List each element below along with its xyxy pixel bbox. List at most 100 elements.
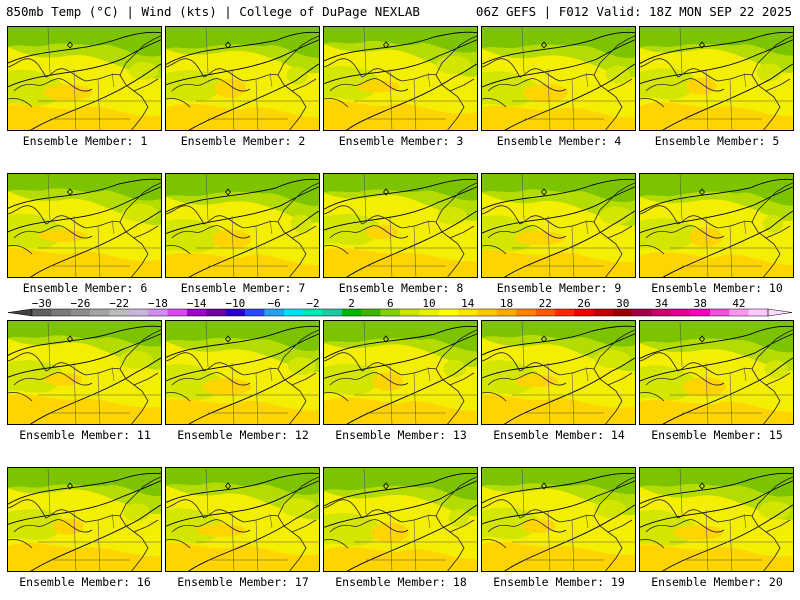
ensemble-member-map-18	[323, 467, 478, 572]
ensemble-member-map-4	[481, 26, 636, 131]
colorbar-swatch	[458, 309, 478, 316]
colorbar-swatch	[264, 309, 285, 316]
colorbar-tick-label: 14	[461, 298, 475, 310]
colorbar-swatch	[671, 309, 691, 316]
ensemble-member-label: Ensemble Member: 17	[177, 575, 309, 589]
ensemble-member-label: Ensemble Member: 7	[180, 281, 306, 295]
colorbar-swatch	[651, 309, 672, 316]
colorbar-swatch	[400, 309, 420, 316]
ensemble-member-map-5	[639, 26, 794, 131]
ensemble-member-map-12	[165, 320, 320, 425]
colorbar-swatch	[748, 309, 769, 316]
colorbar-tick-label: 6	[387, 298, 394, 310]
ensemble-member-map-20	[639, 467, 794, 572]
colorbar-tick-label: 26	[577, 298, 590, 310]
ensemble-member-map-19	[481, 467, 636, 572]
colorbar-swatch	[729, 309, 749, 316]
ensemble-member-map-17	[165, 467, 320, 572]
colorbar-swatch	[516, 309, 536, 316]
colorbar-tick-label: 22	[539, 298, 552, 310]
colorbar-swatch	[90, 309, 110, 316]
colorbar-swatch	[283, 309, 304, 316]
colorbar-swatch	[554, 309, 575, 316]
colorbar-tick-label: −26	[70, 298, 90, 310]
colorbar-swatch	[632, 309, 653, 316]
ensemble-member-map-14	[481, 320, 636, 425]
colorbar-swatch	[535, 309, 556, 316]
ensemble-member-label: Ensemble Member: 19	[493, 575, 625, 589]
ensemble-member-map-8	[323, 173, 478, 278]
colorbar-tick-label: 2	[348, 298, 355, 310]
temperature-colorbar: −30 −26 −22 −18 −14 −10 −6 −2 2 6 10 14 18 22 26 30 34 38…	[7, 298, 793, 317]
ensemble-member-label: Ensemble Member: 8	[338, 281, 464, 295]
colorbar-max-arrow	[767, 308, 793, 317]
ensemble-member-label: Ensemble Member: 13	[335, 428, 467, 442]
colorbar-swatch	[225, 309, 246, 316]
colorbar-tick-label: −14	[187, 298, 207, 310]
colorbar-tick-label: −30	[32, 298, 52, 310]
colorbar-swatch	[613, 309, 633, 316]
colorbar-tick-label: 18	[500, 298, 513, 310]
colorbar-swatch	[341, 309, 362, 316]
colorbar-swatch	[574, 309, 594, 316]
colorbar-tick-label: −22	[109, 298, 129, 310]
colorbar-swatch	[167, 309, 188, 316]
colorbar-tick-label: −18	[148, 298, 168, 310]
run-valid-time: 06Z GEFS | F012 Valid: 18Z MON SEP 22 20…	[475, 4, 792, 19]
colorbar-swatch	[438, 309, 459, 316]
ensemble-member-map-16	[7, 467, 162, 572]
colorbar-tick-label: 10	[422, 298, 435, 310]
colorbar-swatch	[322, 309, 343, 316]
ensemble-member-map-9	[481, 173, 636, 278]
ensemble-member-label: Ensemble Member: 15	[651, 428, 783, 442]
colorbar-swatch	[303, 309, 323, 316]
ensemble-member-label: Ensemble Member: 2	[180, 134, 306, 148]
colorbar-swatch	[361, 309, 381, 316]
ensemble-member-label: Ensemble Member: 12	[177, 428, 309, 442]
ensemble-member-map-10	[639, 173, 794, 278]
ensemble-member-map-6	[7, 173, 162, 278]
colorbar-tick-label: 38	[694, 298, 707, 310]
chart-title: 850mb Temp (°C) | Wind (kts) | College o…	[6, 4, 420, 19]
colorbar-swatch	[477, 309, 498, 316]
colorbar-swatch	[709, 309, 730, 316]
colorbar-min-arrow	[7, 308, 33, 317]
ensemble-member-label: Ensemble Member: 4	[496, 134, 622, 148]
colorbar-tick-label: −10	[225, 298, 245, 310]
ensemble-member-label: Ensemble Member: 6	[22, 281, 148, 295]
colorbar-swatch	[128, 309, 149, 316]
colorbar-swatch	[186, 309, 207, 316]
ensemble-member-label: Ensemble Member: 9	[496, 281, 622, 295]
ensemble-member-map-13	[323, 320, 478, 425]
colorbar-swatch	[380, 309, 401, 316]
colorbar-swatch	[496, 309, 517, 316]
ensemble-member-label: Ensemble Member: 5	[654, 134, 780, 148]
colorbar-tick-label: 34	[655, 298, 669, 310]
ensemble-member-map-7	[165, 173, 320, 278]
colorbar-tick-label: −2	[306, 298, 319, 310]
colorbar-swatch	[593, 309, 614, 316]
ensemble-member-map-3	[323, 26, 478, 131]
colorbar-tick-label: 30	[616, 298, 629, 310]
ensemble-member-label: Ensemble Member: 11	[19, 428, 151, 442]
ensemble-member-map-2	[165, 26, 320, 131]
ensemble-member-map-15	[639, 320, 794, 425]
ensemble-member-label: Ensemble Member: 16	[19, 575, 151, 589]
ensemble-member-label: Ensemble Member: 18	[335, 575, 467, 589]
colorbar-swatch	[32, 309, 52, 316]
colorbar-swatch	[148, 309, 168, 316]
colorbar-swatch	[419, 309, 440, 316]
colorbar-tick-label: −6	[267, 298, 280, 310]
ensemble-member-map-1	[7, 26, 162, 131]
colorbar-swatch	[109, 309, 130, 316]
ensemble-member-map-11	[7, 320, 162, 425]
ensemble-member-label: Ensemble Member: 20	[651, 575, 783, 589]
colorbar-swatch	[206, 309, 226, 316]
ensemble-member-label: Ensemble Member: 14	[493, 428, 625, 442]
colorbar-tick-label: 42	[732, 298, 745, 310]
ensemble-member-label: Ensemble Member: 3	[338, 134, 464, 148]
colorbar-swatch	[245, 309, 265, 316]
colorbar-swatch	[51, 309, 72, 316]
ensemble-member-label: Ensemble Member: 10	[651, 281, 783, 295]
colorbar-swatch	[690, 309, 711, 316]
